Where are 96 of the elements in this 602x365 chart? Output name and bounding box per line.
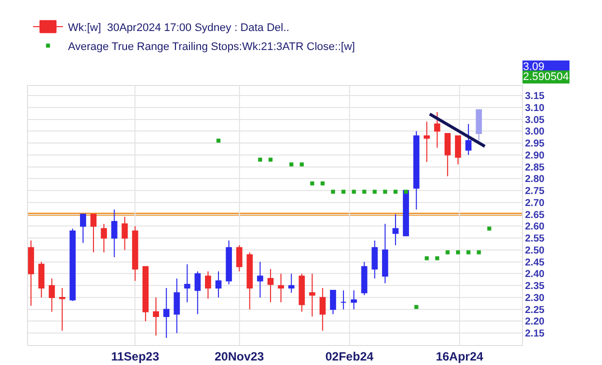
candlestick: [382, 223, 388, 284]
y-tick-label: 3.05: [525, 114, 545, 126]
candlestick: [152, 296, 160, 336]
y-tick-label: 2.70: [525, 198, 545, 209]
point: [394, 190, 398, 194]
legend-label: Average True Range Trailing Stops:Wk:21:3ATR Close::[w]: [68, 40, 355, 53]
candlestick: [28, 240, 34, 306]
candlestick: [320, 287, 326, 332]
candlestick: [267, 268, 274, 303]
y-tick-label: 2.30: [525, 292, 545, 304]
candlestick: [288, 273, 294, 294]
candlestick: [100, 223, 107, 253]
candlestick: [372, 240, 378, 279]
point: [289, 162, 294, 166]
y-tick-label: 2.15: [525, 328, 545, 340]
point: [352, 190, 356, 194]
point: [456, 250, 460, 254]
candlestick: [80, 214, 86, 244]
candlestick: [340, 290, 346, 310]
point: [476, 250, 481, 254]
point: [216, 138, 220, 143]
candlestick: [257, 261, 264, 298]
point: [404, 190, 408, 194]
x-tick-label: 11Sep23: [111, 349, 160, 364]
candlestick: [465, 124, 472, 156]
point: [487, 226, 492, 231]
candlestick: [163, 287, 170, 338]
candlestick: [142, 266, 149, 322]
y-tick-label: 2.25: [525, 304, 545, 316]
candlestick: [454, 135, 462, 165]
candlestick: [413, 130, 420, 210]
candlestick: [59, 287, 66, 332]
point: [268, 158, 273, 162]
candlestick: [278, 273, 284, 303]
y-tick-label: 2.60: [525, 222, 545, 233]
x-tick-label: 02Feb24: [325, 349, 374, 364]
y-tick-label: 2.80: [525, 174, 545, 186]
candlestick: [48, 278, 55, 312]
candlestick: [204, 270, 212, 300]
point: [341, 190, 346, 194]
candlestick: [424, 121, 430, 163]
candlestick: [226, 240, 232, 285]
y-tick-label: 2.90: [525, 150, 545, 162]
y-tick-label: 2.40: [525, 269, 545, 280]
candlestick: [184, 264, 190, 303]
candlestick: [174, 278, 180, 334]
point: [258, 158, 262, 162]
point: [300, 162, 304, 166]
candlestick: [122, 216, 128, 250]
candlestick: [38, 261, 44, 298]
candlestick: [330, 290, 336, 315]
candlestick: [132, 226, 138, 282]
candlestick: [70, 228, 76, 302]
candlestick: [402, 190, 409, 236]
point: [466, 250, 470, 254]
point: [424, 256, 429, 260]
y-tick-label: 3.15: [525, 91, 545, 102]
candlestick: [215, 270, 222, 298]
y-tick-label: 2.85: [525, 162, 545, 174]
candlestick: [309, 273, 316, 317]
y-tick-label: 2.50: [525, 245, 545, 256]
point: [383, 190, 388, 194]
text: 2.590504: [523, 71, 569, 83]
y-tick-label: 2.45: [525, 257, 545, 268]
candlestick: [246, 252, 253, 310]
candlestick: [236, 244, 242, 272]
point: [331, 190, 336, 194]
point: [446, 250, 450, 254]
candlestick: [392, 214, 399, 246]
candlestick: [90, 214, 97, 253]
y-tick-label: 2.65: [525, 210, 545, 221]
legend-label: Wk:[w] 30Apr2024 17:00 Sydney : Data Del..: [68, 22, 290, 34]
point: [372, 190, 377, 194]
candlestick: [361, 261, 368, 296]
point: [310, 181, 314, 186]
point: [362, 190, 366, 194]
point: [435, 256, 440, 260]
candlestick: [444, 133, 451, 177]
candlestick: [350, 290, 357, 310]
x-tick-label: 16Apr24: [436, 349, 484, 364]
candlestick: [111, 209, 118, 258]
point: [320, 181, 325, 186]
y-tick-label: 2.95: [525, 138, 545, 150]
candlestick: [434, 112, 440, 148]
y-tick-label: 2.55: [525, 234, 545, 245]
candlestick: [476, 109, 482, 142]
candlestick: [194, 270, 201, 315]
point: [414, 304, 418, 309]
text: 3.09: [523, 61, 544, 73]
y-tick-label: 3.10: [525, 102, 545, 114]
y-tick-label: 3.00: [525, 126, 545, 138]
y-tick-label: 2.20: [525, 316, 545, 328]
y-tick-label: 2.35: [525, 281, 545, 292]
candlestick: [298, 273, 305, 312]
x-tick-label: 20Nov23: [214, 349, 264, 364]
y-tick-label: 2.75: [525, 186, 545, 198]
